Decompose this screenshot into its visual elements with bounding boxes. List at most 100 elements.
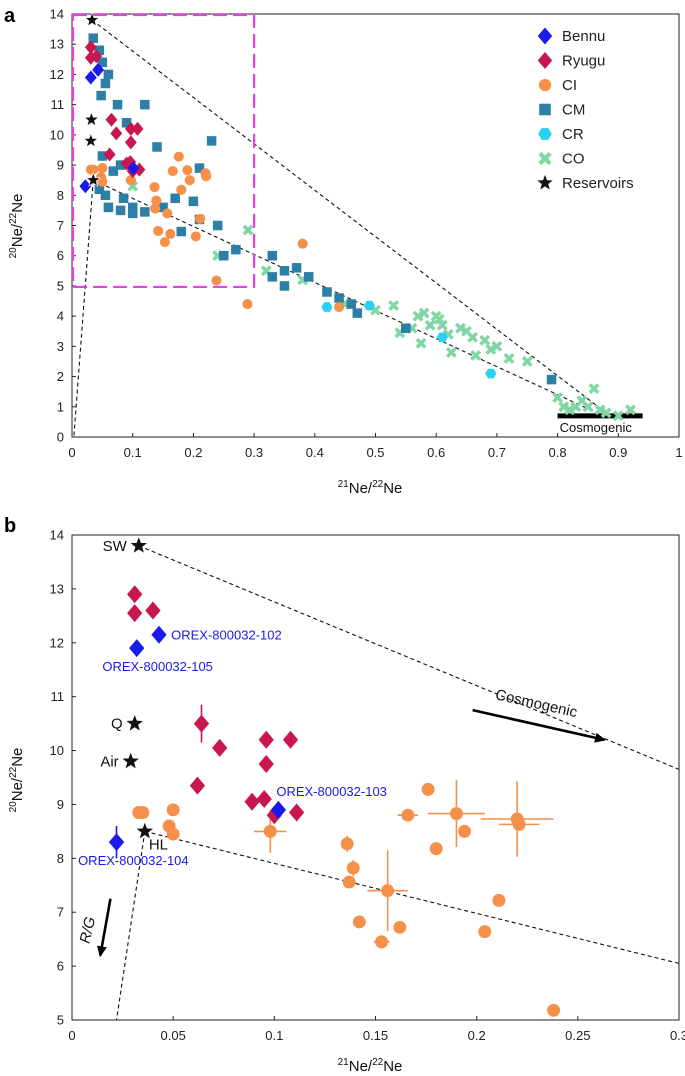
point-cm [212,220,223,231]
series-ci [85,151,345,313]
legend-label-reservoirs: Reservoirs [562,175,634,192]
panel-a: a 0 0.1 0.2 0.3 0.4 0.5 0.6 0.7 0.8 0.9 1012345678… [4,5,683,497]
y-tick-label: 13 [50,581,64,596]
series-reservoirs [83,11,102,187]
point-ci [342,875,356,889]
point-cm [279,266,290,276]
point-ci [173,151,184,162]
point-ci [190,231,201,242]
legend-label-ci: CI [562,77,577,94]
point-ryugu [288,803,305,822]
point-cr [321,302,333,312]
point-co [485,343,497,355]
point-co [479,334,491,346]
x-tick-label: 0.25 [565,1028,590,1043]
point-ci [182,165,193,176]
y-tick-label: 11 [51,689,65,704]
point-co [612,410,624,422]
point-co [552,392,564,404]
y-tick-label: 6 [57,959,64,974]
label-orex-103: OREX-800032-103 [276,784,387,799]
point-co [455,322,466,334]
point-ci [166,803,180,817]
point-co [445,346,457,358]
legend-label-cr: CR [562,126,584,143]
point-cm [115,205,126,216]
point-ryugu [124,135,137,150]
point-ci [449,807,463,821]
point-cm [118,193,129,204]
point-cr [363,300,376,311]
y-tick-label: 9 [57,797,64,812]
point-co [415,337,427,349]
point-ci [136,806,150,820]
point-cm [94,45,105,56]
point-cm [322,287,332,297]
point-ci [195,213,206,224]
point-ci [88,164,99,175]
mixing-lines [73,19,607,437]
x-tick-label: 0.9 [609,445,627,460]
x-tick-label: 0.2 [468,1028,486,1043]
point-ci [340,837,354,851]
legend-item-ryugu: Ryugu [537,52,605,70]
point-bennu [129,639,145,658]
point-ci [159,237,170,248]
zoom-box [71,13,256,289]
series-ryugu [127,585,305,825]
panel-b-ylabel: 20Ne/22Ne [8,748,26,813]
legend-label-cm: CM [562,102,585,119]
point-bennu [151,625,167,644]
point-reservoirs [83,132,99,148]
point-cm [170,193,180,204]
point-cm [108,166,119,176]
point-ci [458,824,472,838]
y-tick-label: 0 [57,430,64,445]
point-co [521,356,533,367]
x-tick-label: 0.1 [265,1028,283,1043]
point-ci [352,915,366,929]
panel-b-xlabel: 21Ne/22Ne [338,1057,403,1075]
legend-item-cm: CM [539,102,585,119]
point-ci [242,299,253,310]
point-cr [436,332,448,343]
point-ci [393,920,407,934]
y-tick-label: 7 [57,218,64,233]
y-tick-label: 8 [57,188,64,203]
x-tick-label: 1 [675,445,682,460]
point-cm [97,57,108,68]
legend-item-co: CO [538,151,585,168]
panel-b: b 0 0.05 0.1 0.15 0.2 0.25 0.3 5 6 7 8 9 10 11 12 13 14 S… [4,515,685,1075]
y-tick-label: 9 [57,158,64,173]
x-tick-label: 0 [68,1028,75,1043]
point-ryugu [193,714,210,733]
point-cm [152,142,162,152]
point-cm [279,281,290,291]
label-hl: HL [149,836,168,853]
legend-item-bennu: Bennu [537,27,605,45]
point-co [588,383,600,395]
point-ci [512,817,526,831]
point-ryugu [131,121,144,136]
mixing-line [115,831,146,1020]
point-ryugu [103,147,116,162]
point-ci [492,893,506,907]
point-cm [127,208,138,219]
point-ci [184,175,195,186]
cosmogenic-arrow-shaft [472,708,605,742]
legend-marker-ci [538,78,552,92]
legend-item-ci: CI [538,77,577,94]
point-ryugu [282,730,299,749]
point-ci [429,842,443,856]
plot-frame [71,13,680,438]
point-cm [231,244,241,255]
point-co [418,307,430,319]
y-tick-label: 5 [57,1013,64,1028]
rg-arrow-head [96,945,107,958]
cosmogenic-arrow-head [594,732,607,743]
point-cm [267,250,278,261]
point-cm [140,99,150,110]
y-tick-label: 3 [57,339,64,354]
point-ci [263,824,277,838]
legend-marker-cr [538,128,552,140]
